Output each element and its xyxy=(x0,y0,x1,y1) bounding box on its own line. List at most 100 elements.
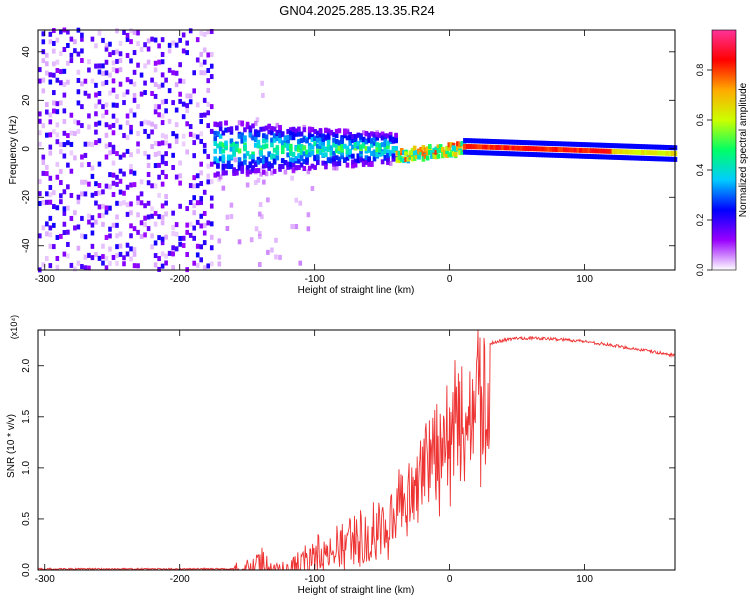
spectrogram-cell xyxy=(324,152,328,158)
spectrogram-cell xyxy=(87,181,91,187)
y-tick-label: 0.5 xyxy=(21,512,32,526)
spectrogram-cell xyxy=(199,51,204,57)
spectrogram-cell xyxy=(367,161,371,167)
y-tick-label: 2.0 xyxy=(21,358,32,372)
spectrogram-cell xyxy=(410,153,415,159)
spectrogram-cell xyxy=(568,147,572,153)
spectrogram-cell xyxy=(195,102,200,108)
spectrogram-cell xyxy=(278,254,282,260)
spectrogram-cell xyxy=(291,135,296,141)
spectrogram-cell xyxy=(289,161,293,167)
y-tick-label: -40 xyxy=(21,238,32,253)
spectrogram-cell xyxy=(202,223,207,229)
spectrogram-cell xyxy=(361,137,366,143)
spectrogram-cell xyxy=(430,150,434,156)
spectrogram-cell xyxy=(108,246,112,252)
spectrogram-cell xyxy=(125,32,130,38)
spectrogram-cell xyxy=(670,150,675,156)
spectrogram-cell xyxy=(224,127,228,133)
spectrogram-cell xyxy=(94,191,98,197)
spectrogram-cell xyxy=(451,145,456,151)
spectrogram-cell xyxy=(111,87,116,93)
spectrogram-cell xyxy=(160,169,165,175)
spectrogram-cell xyxy=(329,150,334,156)
spectrogram-cell xyxy=(192,133,196,139)
spectrogram-cell xyxy=(272,168,277,174)
spectrogram-cell xyxy=(157,214,161,220)
spectrogram-cell xyxy=(174,70,179,76)
spectrogram-cell xyxy=(332,137,336,143)
spectrogram-cell xyxy=(237,148,242,154)
spectrogram-cell xyxy=(395,157,400,163)
spectrogram-cell xyxy=(440,150,445,156)
spectrogram-cell xyxy=(351,134,355,140)
x-tick-label: -100 xyxy=(305,574,325,585)
spectrogram-cell xyxy=(55,161,60,167)
spectrogram-cell xyxy=(66,162,70,168)
spectrogram-cell xyxy=(48,72,53,78)
spectrogram-cell xyxy=(334,148,339,154)
spectrogram-cell xyxy=(167,67,172,73)
spectrogram-cell xyxy=(535,140,540,146)
spectrogram-cell xyxy=(302,166,307,172)
spectrogram-cell xyxy=(132,226,137,232)
spectrogram-cell xyxy=(38,141,42,147)
spectrogram-cell xyxy=(87,265,91,271)
spectrogram-cell xyxy=(104,102,109,108)
spectrogram-cell xyxy=(286,161,290,167)
spectrogram-cell xyxy=(603,142,608,148)
spectrogram-cell xyxy=(192,88,196,94)
spectrogram-cell xyxy=(101,189,105,195)
spectrogram-cell xyxy=(171,245,175,251)
spectrogram-cell xyxy=(164,253,168,259)
spectrogram-cell xyxy=(291,132,296,138)
spectrogram-cell xyxy=(111,254,116,260)
spectrogram-cell xyxy=(299,156,304,162)
spectrogram-cell xyxy=(549,141,554,147)
spectrogram-cell xyxy=(432,153,436,159)
spectrogram-cell xyxy=(530,151,535,157)
spectrogram-cell xyxy=(541,146,545,152)
spectrogram-cell xyxy=(267,123,272,129)
spectrogram-cell xyxy=(52,48,56,54)
spectrogram-cell xyxy=(87,219,91,225)
spectrogram-cell xyxy=(275,129,280,135)
spectrogram-cell xyxy=(290,175,294,181)
spectrogram-cell xyxy=(143,203,147,209)
spectrogram-cell xyxy=(490,150,494,156)
spectrogram-cell xyxy=(66,29,70,35)
snr-panel: -300 -200 -100 0 100 0.0 0.5 1.0 1.5 2.0 Height … xyxy=(6,315,676,596)
spectrogram-cell xyxy=(657,144,662,150)
spectrogram-cell xyxy=(62,210,67,216)
spectrogram-cell xyxy=(256,159,261,165)
spectrogram-cell xyxy=(345,151,350,157)
spectrogram-cell xyxy=(153,240,158,246)
spectrogram-cell xyxy=(132,112,137,118)
spectrogram-cell xyxy=(402,150,406,156)
spectrogram-cell xyxy=(97,190,102,196)
spectrogram-cell xyxy=(307,147,312,153)
x-tick-label: 100 xyxy=(576,274,593,285)
spectrogram-cell xyxy=(129,246,133,252)
spectrogram-cell xyxy=(306,169,311,175)
spectrogram-cell xyxy=(334,138,339,144)
spectrogram-cell xyxy=(345,162,350,168)
spectrogram-cell xyxy=(670,145,675,151)
colorbar-tick-label: 0.4 xyxy=(695,164,705,177)
spectrogram-cell xyxy=(209,234,214,240)
spectrogram-cell xyxy=(608,143,613,149)
spectrogram-cell xyxy=(157,59,161,65)
spectrogram-cell xyxy=(83,78,88,84)
spectrogram-cell xyxy=(38,191,42,197)
spectrogram-cell xyxy=(62,221,67,227)
spectrogram-cell xyxy=(216,158,220,164)
spectrogram-cell xyxy=(146,154,151,160)
spectrogram-cell xyxy=(245,182,250,188)
spectrogram-cell xyxy=(48,263,53,269)
spectrogram-cell xyxy=(62,118,67,124)
spectrogram-cell xyxy=(90,230,95,236)
spectrogram-cell xyxy=(622,155,626,161)
spectrogram-cell xyxy=(97,213,102,219)
spectrogram-cell xyxy=(297,158,301,164)
spectrogram-cell xyxy=(436,153,441,159)
